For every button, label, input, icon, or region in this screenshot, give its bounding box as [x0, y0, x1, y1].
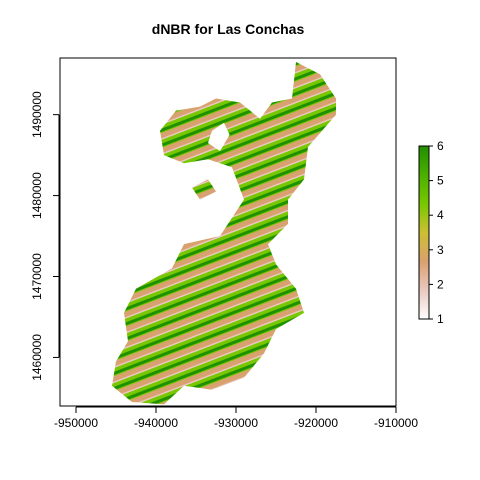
x-tick-label: -950000: [54, 416, 98, 430]
legend-tick-label: 5: [437, 174, 444, 188]
x-tick-label: -940000: [134, 416, 178, 430]
legend: 1 2 3 4 5 6: [418, 139, 444, 326]
legend-color-bar: [418, 145, 430, 320]
y-axis: 1460000 1470000 1480000 1490000: [30, 91, 60, 381]
y-tick-label: 1480000: [30, 172, 44, 219]
y-tick-label: 1490000: [30, 91, 44, 138]
y-tick-label: 1460000: [30, 334, 44, 381]
legend-tick-label: 4: [437, 208, 444, 222]
y-tick-label: 1470000: [30, 253, 44, 300]
x-tick-label: -910000: [374, 416, 418, 430]
plot-frame: [59, 57, 397, 407]
legend-tick-label: 6: [437, 139, 444, 153]
burn-area-raster: [112, 62, 336, 405]
chart-title: dNBR for Las Conchas: [152, 21, 305, 37]
legend-tick-label: 2: [437, 277, 444, 291]
x-axis: -950000 -940000 -930000 -920000 -910000: [54, 406, 418, 430]
x-tick-label: -920000: [294, 416, 338, 430]
legend-tick-label: 3: [437, 243, 444, 257]
legend-tick-label: 1: [437, 312, 444, 326]
x-tick-label: -930000: [214, 416, 258, 430]
burn-perimeter: [112, 62, 336, 405]
